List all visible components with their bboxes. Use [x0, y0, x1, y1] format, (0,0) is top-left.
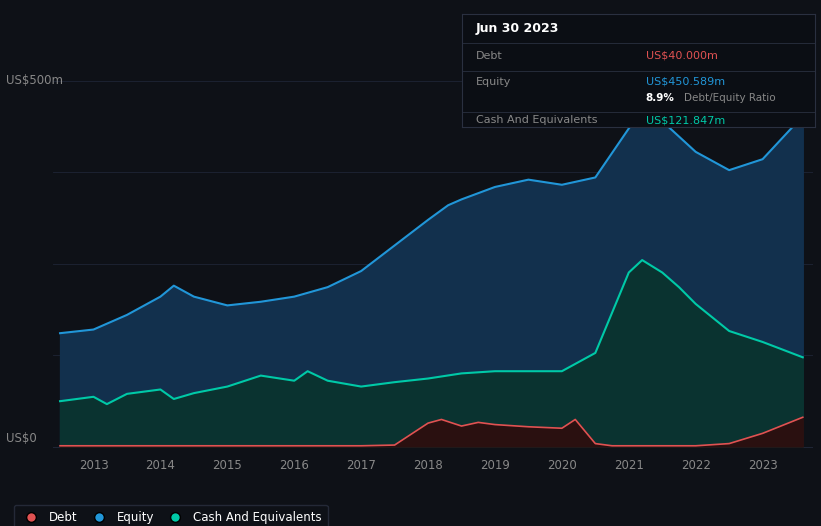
Legend: Debt, Equity, Cash And Equivalents: Debt, Equity, Cash And Equivalents — [14, 505, 328, 526]
Text: Jun 30 2023: Jun 30 2023 — [476, 22, 559, 35]
Text: 8.9%: 8.9% — [645, 93, 674, 103]
Text: US$0: US$0 — [7, 432, 37, 445]
Text: Debt: Debt — [476, 51, 503, 61]
Text: Cash And Equivalents: Cash And Equivalents — [476, 115, 598, 125]
Text: US$450.589m: US$450.589m — [645, 77, 725, 87]
Text: US$500m: US$500m — [7, 74, 63, 87]
Text: Debt/Equity Ratio: Debt/Equity Ratio — [685, 93, 776, 103]
Text: US$121.847m: US$121.847m — [645, 115, 725, 125]
Text: Equity: Equity — [476, 77, 511, 87]
Text: US$40.000m: US$40.000m — [645, 51, 718, 61]
